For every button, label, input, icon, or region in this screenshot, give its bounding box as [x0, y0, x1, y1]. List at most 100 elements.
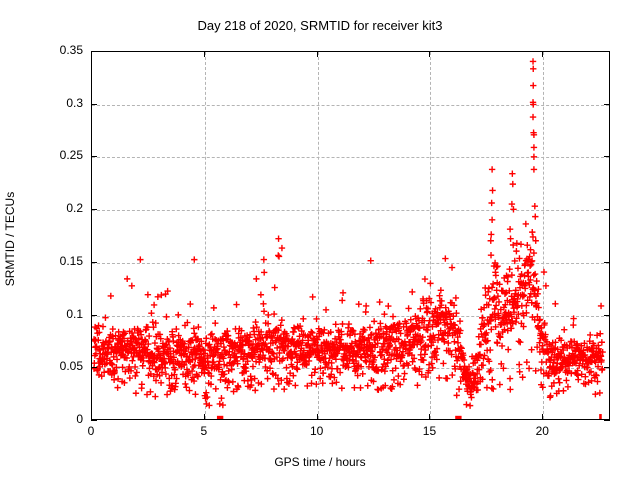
scatter-point — [129, 357, 136, 364]
scatter-point — [499, 315, 506, 322]
scatter-point — [238, 327, 245, 334]
scatter-point — [268, 358, 275, 365]
scatter-point — [488, 231, 495, 238]
scatter-point — [152, 377, 160, 384]
scatter-point — [535, 304, 542, 311]
scatter-point — [512, 287, 519, 294]
scatter-point — [442, 255, 449, 262]
scatter-point — [485, 301, 492, 309]
scatter-point — [324, 364, 332, 371]
grid-line-horizontal — [92, 368, 609, 370]
scatter-point — [149, 318, 156, 326]
scatter-point — [345, 324, 352, 331]
scatter-point — [208, 330, 216, 338]
scatter-point — [346, 332, 354, 339]
scatter-point — [360, 326, 367, 333]
scatter-point — [251, 375, 258, 382]
scatter-point — [397, 330, 404, 337]
scatter-point — [298, 327, 305, 335]
y-axis-tick-label: 0.05 — [59, 359, 83, 374]
scatter-point — [557, 337, 565, 344]
scatter-point — [139, 362, 146, 369]
scatter-point — [163, 391, 171, 398]
scatter-point — [308, 372, 315, 379]
scatter-point — [153, 355, 160, 363]
scatter-point — [477, 341, 485, 348]
scatter-point — [494, 293, 502, 300]
scatter-point — [171, 366, 179, 373]
scatter-point — [497, 334, 504, 341]
scatter-point — [412, 366, 419, 374]
scatter-point — [460, 356, 468, 364]
scatter-point — [466, 402, 474, 409]
scatter-point — [275, 327, 282, 334]
scatter-point — [429, 338, 437, 346]
scatter-point — [575, 376, 582, 383]
scatter-point — [331, 374, 338, 381]
scatter-point — [480, 355, 487, 362]
scatter-point — [474, 386, 482, 394]
scatter-point — [540, 268, 548, 276]
scatter-point — [528, 346, 535, 353]
scatter-point — [164, 287, 171, 295]
scatter-point — [109, 325, 116, 333]
scatter-point — [244, 377, 252, 384]
scatter-point — [290, 372, 297, 379]
scatter-point — [410, 355, 418, 362]
scatter-point — [513, 315, 520, 322]
scatter-point — [452, 365, 459, 373]
scatter-point — [264, 320, 272, 327]
scatter-point — [249, 363, 257, 370]
scatter-point — [292, 350, 300, 358]
scatter-point — [134, 339, 141, 346]
scatter-point — [507, 235, 514, 242]
scatter-point — [530, 271, 537, 279]
scatter-point — [162, 364, 169, 372]
scatter-point — [216, 400, 223, 408]
scatter-point — [155, 345, 162, 352]
scatter-point — [509, 180, 516, 188]
scatter-point — [286, 369, 294, 377]
scatter-point — [110, 376, 118, 383]
y-axis-tick-label: 0.1 — [66, 306, 83, 321]
scatter-point — [320, 369, 327, 377]
scatter-point — [517, 338, 524, 346]
scatter-point — [315, 352, 322, 359]
scatter-point — [594, 378, 601, 385]
scatter-point — [371, 354, 379, 361]
chart-title: Day 218 of 2020, SRMTID for receiver kit… — [197, 18, 443, 33]
scatter-point — [229, 378, 237, 385]
scatter-point — [460, 351, 467, 359]
scatter-point — [396, 344, 404, 351]
scatter-point — [441, 338, 448, 345]
scatter-point — [491, 259, 499, 267]
scatter-point — [490, 385, 497, 393]
scatter-point — [568, 370, 575, 377]
scatter-point — [276, 349, 283, 357]
scatter-point — [509, 320, 516, 327]
scatter-point — [272, 371, 279, 379]
scatter-point — [156, 331, 164, 338]
scatter-point — [514, 295, 521, 303]
scatter-point — [465, 363, 473, 371]
scatter-point — [121, 379, 128, 386]
y-axis-tick — [91, 261, 97, 263]
scatter-point — [367, 257, 374, 264]
scatter-point — [425, 343, 432, 350]
scatter-point — [536, 316, 544, 323]
scatter-point — [293, 364, 300, 372]
scatter-point — [165, 338, 173, 346]
scatter-point — [484, 337, 491, 344]
scatter-point — [100, 369, 108, 376]
scatter-point — [217, 376, 224, 384]
scatter-point — [429, 364, 436, 371]
scatter-point — [253, 275, 260, 283]
scatter-point — [110, 353, 117, 361]
scatter-point — [95, 337, 102, 344]
scatter-point — [249, 355, 256, 362]
scatter-point — [208, 372, 215, 380]
scatter-point — [257, 328, 265, 336]
scatter-point — [278, 377, 285, 384]
scatter-point — [395, 372, 402, 380]
scatter-point — [191, 330, 198, 337]
